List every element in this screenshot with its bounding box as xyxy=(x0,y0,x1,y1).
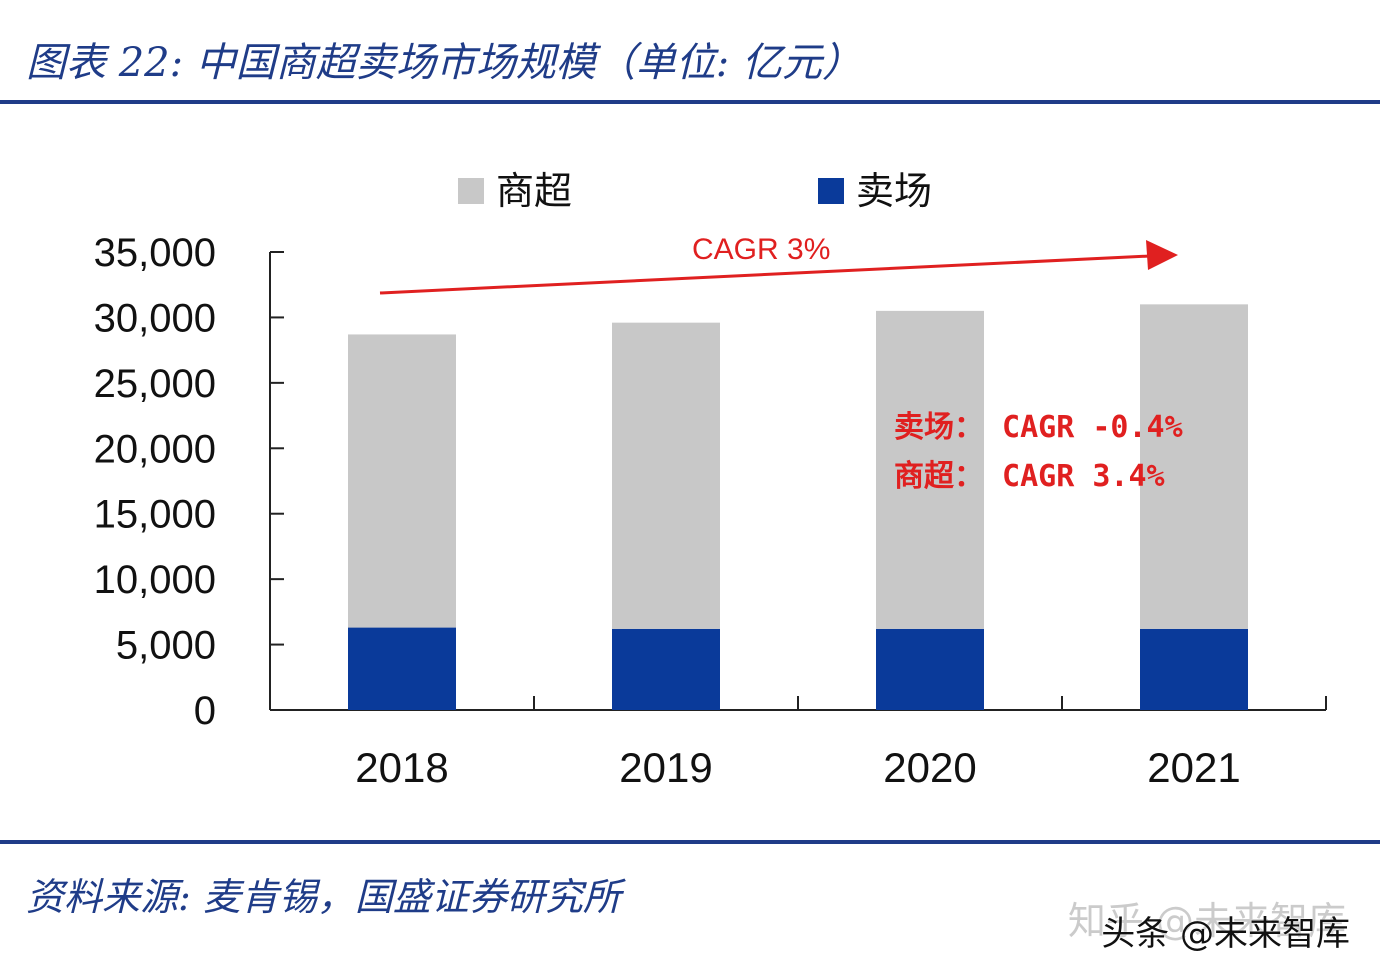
x-category-label: 2018 xyxy=(355,744,448,791)
bar-hypermarket-2021 xyxy=(1140,628,1248,710)
y-tick-label: 35,000 xyxy=(94,231,216,275)
y-tick-label: 10,000 xyxy=(94,558,216,602)
x-category-label: 2019 xyxy=(619,744,712,791)
bar-supermarket-2020 xyxy=(876,310,984,629)
y-tick-label: 0 xyxy=(194,689,216,733)
legend-swatch-hypermarket xyxy=(818,178,844,204)
bar-hypermarket-2019 xyxy=(612,628,720,710)
bar-supermarket-2019 xyxy=(612,322,720,629)
bottom-rule xyxy=(0,840,1380,844)
cagr-trend-label: CAGR 3% xyxy=(692,233,830,266)
cagr-supermarket-label: 商超： CAGR 3.4% xyxy=(894,459,1165,494)
bar-hypermarket-2020 xyxy=(876,628,984,710)
bar-supermarket-2021 xyxy=(1140,304,1248,629)
watermark-toutiao: 头条 @未来智库 xyxy=(1101,914,1350,954)
x-category-label: 2021 xyxy=(1147,744,1240,791)
x-axis-labels: 2018 2019 2020 2021 xyxy=(355,744,1240,791)
x-category-label: 2020 xyxy=(883,744,976,791)
bar-hypermarket-2018 xyxy=(348,627,456,710)
bar-supermarket-2018 xyxy=(348,334,456,628)
bar-group xyxy=(348,304,1248,710)
source-note: 资料来源: 麦肯锡，国盛证券研究所 xyxy=(26,875,621,919)
legend-swatch-supermarket xyxy=(458,178,484,204)
y-tick-label: 20,000 xyxy=(94,427,216,471)
legend-label-supermarket: 商超 xyxy=(496,169,572,213)
y-axis-ticks: 0 5,000 10,000 15,000 20,000 25,000 30,000 35,0… xyxy=(94,231,284,733)
y-tick-label: 25,000 xyxy=(94,362,216,406)
cagr-hypermarket-label: 卖场： CAGR -0.4% xyxy=(894,410,1183,445)
watermark-zhihu: 知乎 @未来智库 xyxy=(1067,899,1346,943)
stacked-bar-chart: 商超 卖场 0 5,000 10,000 15,000 20,000 25,000 30,0… xyxy=(94,169,1327,791)
legend-label-hypermarket: 卖场 xyxy=(856,169,932,213)
top-rule xyxy=(0,100,1380,104)
figure-title: 图表 22: 中国商超卖场市场规模（单位: 亿元） xyxy=(26,40,862,86)
cagr-trend-arrow-head xyxy=(1146,240,1178,270)
y-tick-label: 30,000 xyxy=(94,296,216,340)
chart-legend: 商超 卖场 xyxy=(458,169,932,213)
chart-annotations: CAGR 3% 卖场： CAGR -0.4% 商超： CAGR 3.4% xyxy=(379,233,1183,494)
cagr-trend-arrow-line xyxy=(379,254,1151,295)
y-tick-label: 15,000 xyxy=(94,493,216,537)
y-tick-label: 5,000 xyxy=(116,624,216,668)
